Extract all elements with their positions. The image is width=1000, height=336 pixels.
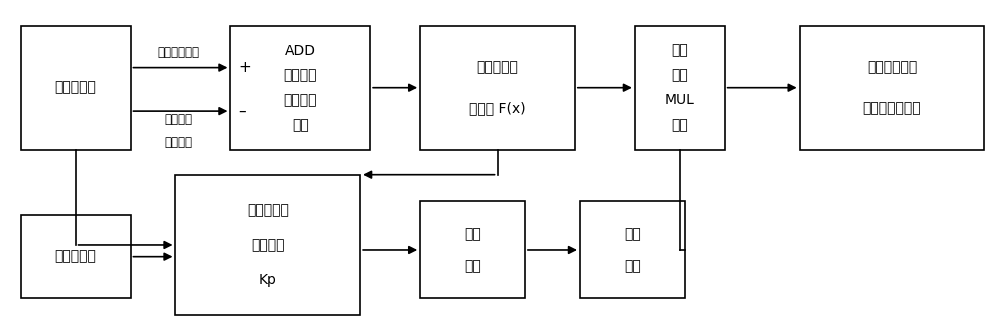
Text: 修正: 修正: [671, 68, 688, 82]
Text: 运行频率: 运行频率: [164, 136, 192, 149]
Text: 令函数 F(x): 令函数 F(x): [469, 101, 526, 115]
Text: 指令: 指令: [671, 44, 688, 57]
Text: 电网实时: 电网实时: [164, 113, 192, 126]
Text: 功率变送器: 功率变送器: [55, 250, 97, 264]
Text: 模块: 模块: [464, 259, 481, 273]
Bar: [420, 202, 525, 298]
Bar: [420, 26, 575, 150]
Text: Kp: Kp: [259, 273, 277, 287]
Text: 模块: 模块: [671, 118, 688, 132]
Text: 负荷控制系统: 负荷控制系统: [867, 60, 917, 74]
Text: 调整汽轮机出功: 调整汽轮机出功: [863, 101, 921, 115]
Bar: [175, 175, 360, 315]
Text: ADD: ADD: [285, 44, 316, 57]
Text: 频率变送器: 频率变送器: [55, 81, 97, 95]
Text: 模块: 模块: [624, 259, 641, 273]
Bar: [635, 26, 725, 150]
Text: 电网基准频率: 电网基准频率: [157, 46, 199, 59]
Text: 限幅: 限幅: [464, 227, 481, 241]
Bar: [800, 26, 984, 150]
Text: MUL: MUL: [665, 93, 695, 107]
Bar: [230, 26, 370, 150]
Text: 模块: 模块: [292, 118, 309, 132]
Text: +: +: [238, 60, 251, 75]
Text: 控制模块: 控制模块: [251, 238, 285, 252]
Text: 自校正算法: 自校正算法: [247, 203, 289, 217]
Text: 限速: 限速: [624, 227, 641, 241]
Text: 偏差计算: 偏差计算: [284, 93, 317, 107]
Bar: [21, 26, 131, 150]
Text: –: –: [238, 103, 246, 119]
Bar: [580, 202, 685, 298]
Text: 调频补偿指: 调频补偿指: [477, 60, 518, 74]
Bar: [21, 215, 131, 298]
Text: 电网频率: 电网频率: [284, 68, 317, 82]
